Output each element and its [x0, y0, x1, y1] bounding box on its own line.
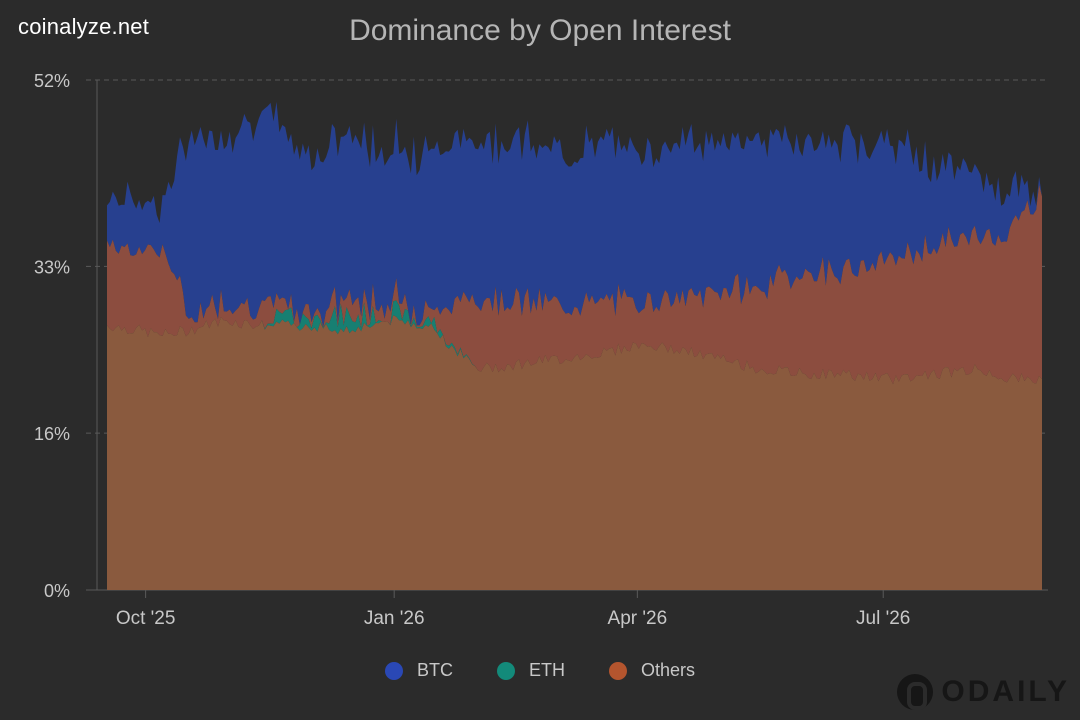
x-tick-label: Oct '25: [116, 608, 176, 629]
axes: 0% 16% 33% 52% Oct '25 Jan '26 Apr '26 Jul '26: [34, 71, 910, 629]
legend-swatch-eth: [496, 661, 515, 680]
site-brand: coinalyze.net: [18, 14, 150, 39]
y-tick-label: 33%: [34, 257, 70, 277]
area-btc: [107, 101, 1042, 328]
area-others-base: [107, 315, 1042, 590]
legend-label-others: Others: [640, 660, 696, 680]
legend-swatch-others: [608, 661, 627, 680]
legend-label-btc: BTC: [416, 660, 453, 680]
y-tick-label: 0%: [44, 581, 70, 601]
y-tick-label: 52%: [34, 71, 70, 91]
legend-item-btc[interactable]: BTC: [384, 660, 453, 681]
area-others-upper: [107, 185, 1042, 385]
legend-swatch-btc: [384, 661, 403, 680]
x-tick-label: Jul '26: [856, 608, 910, 629]
legend: BTC ETH Others: [0, 660, 1080, 681]
odaily-logo-icon: [897, 674, 934, 710]
x-tick-label: Apr '26: [608, 608, 668, 629]
watermark: ODAILY: [897, 674, 1070, 710]
watermark-text: ODAILY: [941, 675, 1070, 708]
y-tick-label: 16%: [34, 424, 70, 444]
x-tick-label: Jan '26: [364, 608, 425, 629]
area-eth: [107, 300, 1042, 385]
stacked-areas: [107, 101, 1042, 590]
legend-item-others[interactable]: Others: [608, 660, 696, 681]
legend-label-eth: ETH: [528, 660, 565, 680]
legend-item-eth[interactable]: ETH: [496, 660, 565, 681]
chart-title: Dominance by Open Interest: [349, 14, 731, 47]
